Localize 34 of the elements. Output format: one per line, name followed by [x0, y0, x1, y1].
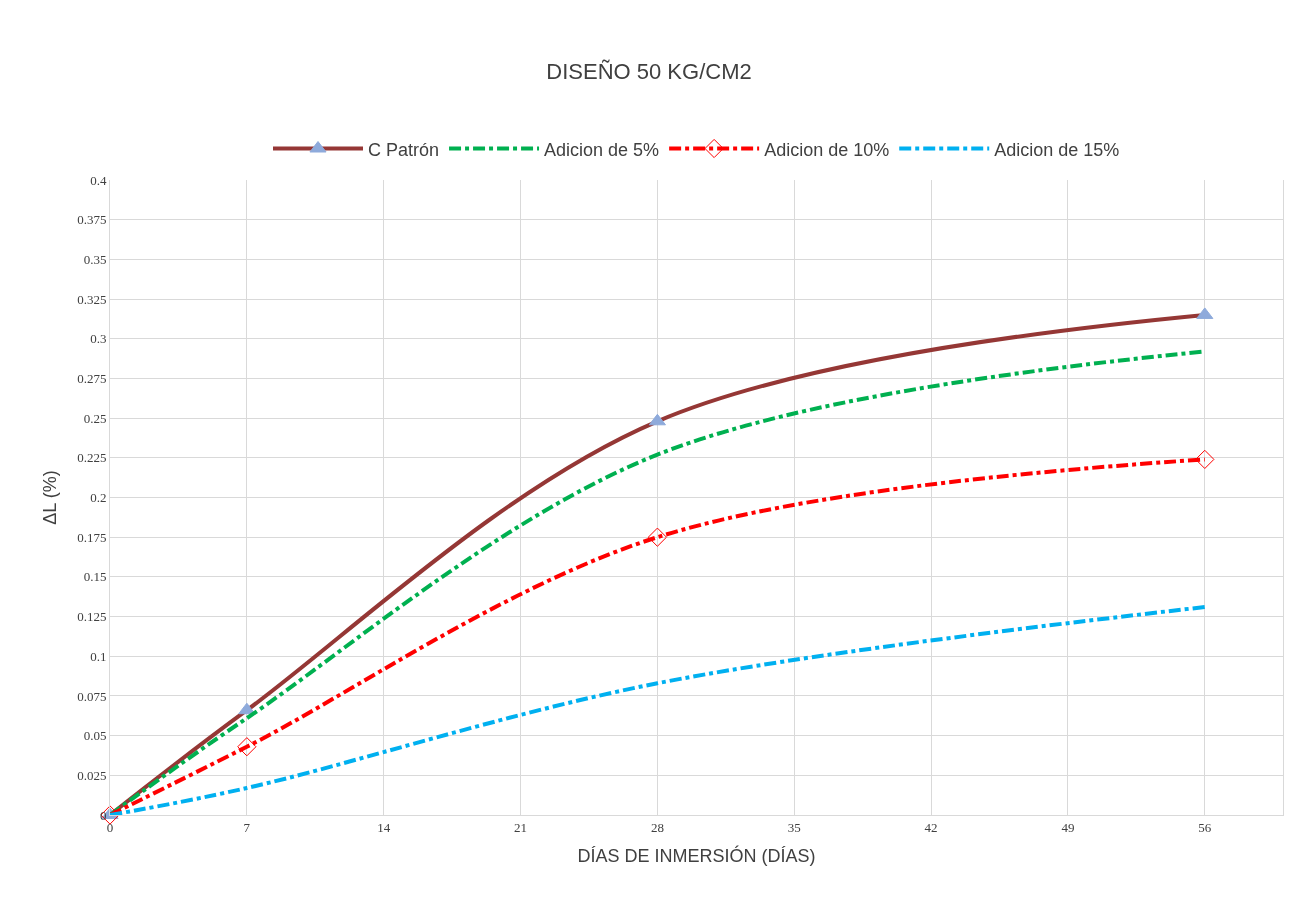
x-tick-label: 14 [377, 819, 391, 835]
x-tick-label: 35 [787, 819, 801, 835]
x-tick-label: 56 [1198, 819, 1212, 835]
legend-label: C Patrón [368, 139, 440, 160]
legend-label: Adicion de 5% [544, 139, 660, 160]
x-axis-title: DÍAS DE INMERSIÓN (DÍAS) [577, 844, 816, 866]
y-tick-label: 0.075 [77, 688, 107, 704]
y-tick-label: 0.15 [83, 569, 107, 585]
y-tick-label: 0.35 [83, 251, 107, 267]
point [237, 737, 257, 757]
point [1195, 449, 1215, 469]
y-tick-label: 0.3 [90, 331, 107, 347]
x-tick-label: 49 [1061, 819, 1075, 835]
x-tick-label: 21 [514, 819, 528, 835]
point [647, 527, 667, 547]
y-tick-label: 0.375 [77, 212, 107, 228]
y-tick-label: 0.175 [77, 529, 107, 545]
x-tick-label: 28 [650, 819, 664, 835]
y-tick-label: 0.275 [77, 370, 107, 386]
y-tick-label: 0.1 [90, 648, 107, 664]
x-tick-label: 42 [924, 819, 938, 835]
y-tick-label: 0.05 [83, 728, 107, 744]
y-tick-label: 0.25 [83, 410, 107, 426]
y-tick-label: 0.4 [90, 172, 107, 188]
x-tick-label: 7 [243, 819, 251, 835]
legend-label: Adicion de 10% [764, 139, 890, 160]
y-tick-label: 0.325 [77, 291, 107, 307]
y-tick-label: 0.125 [77, 609, 107, 625]
y-tick-label: 0.2 [90, 490, 107, 506]
y-tick-label: 0.025 [77, 767, 107, 783]
chart-title: DISEÑO 50 KG/CM2 [546, 59, 752, 85]
y-tick-label: 0.225 [77, 450, 107, 466]
legend-label: Adicion de 15% [994, 139, 1120, 160]
y-axis-title: ΔL (%) [40, 470, 61, 525]
